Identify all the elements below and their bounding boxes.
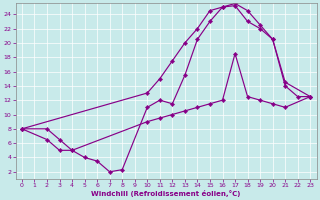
X-axis label: Windchill (Refroidissement éolien,°C): Windchill (Refroidissement éolien,°C) xyxy=(92,190,241,197)
